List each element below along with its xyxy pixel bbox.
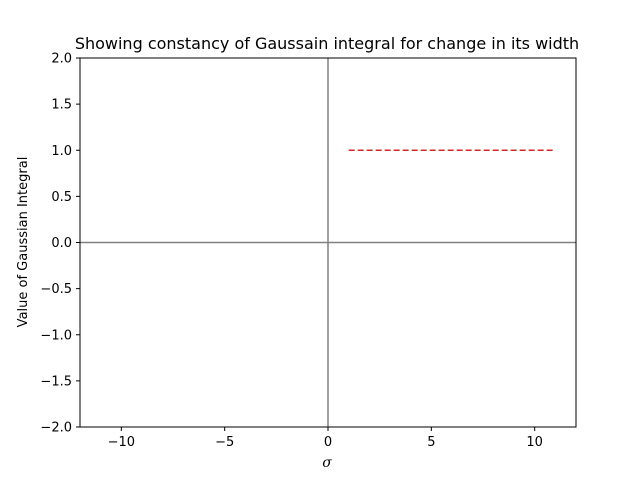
y-tick-label: −1.0	[40, 328, 72, 343]
x-tick-label: 5	[427, 435, 435, 450]
x-tick-label: 10	[526, 435, 543, 450]
x-tick-label: −5	[215, 435, 234, 450]
y-tick-label: −2.0	[40, 421, 72, 436]
chart-title: Showing constancy of Gaussain integral f…	[75, 34, 579, 53]
y-tick-label: 1.0	[51, 144, 72, 159]
y-tick-label: −0.5	[40, 282, 72, 297]
plot-area: −10 −5 0 5 10 −2.0 −1.5 −1.0 −0.5 0.0 0.5 1.0 1.5 2.0	[40, 52, 577, 450]
y-tick-label: 1.5	[51, 98, 72, 113]
y-tick-label: −1.5	[40, 374, 72, 389]
x-tick-label: −10	[108, 435, 135, 450]
x-axis-label: σ	[322, 455, 332, 471]
y-tick-label: 2.0	[51, 52, 72, 67]
y-axis-label: Value of Gaussian Integral	[16, 157, 31, 328]
x-tick-label: 0	[324, 435, 332, 450]
y-tick-label: 0.5	[51, 190, 72, 205]
y-tick-label: 0.0	[51, 236, 72, 251]
